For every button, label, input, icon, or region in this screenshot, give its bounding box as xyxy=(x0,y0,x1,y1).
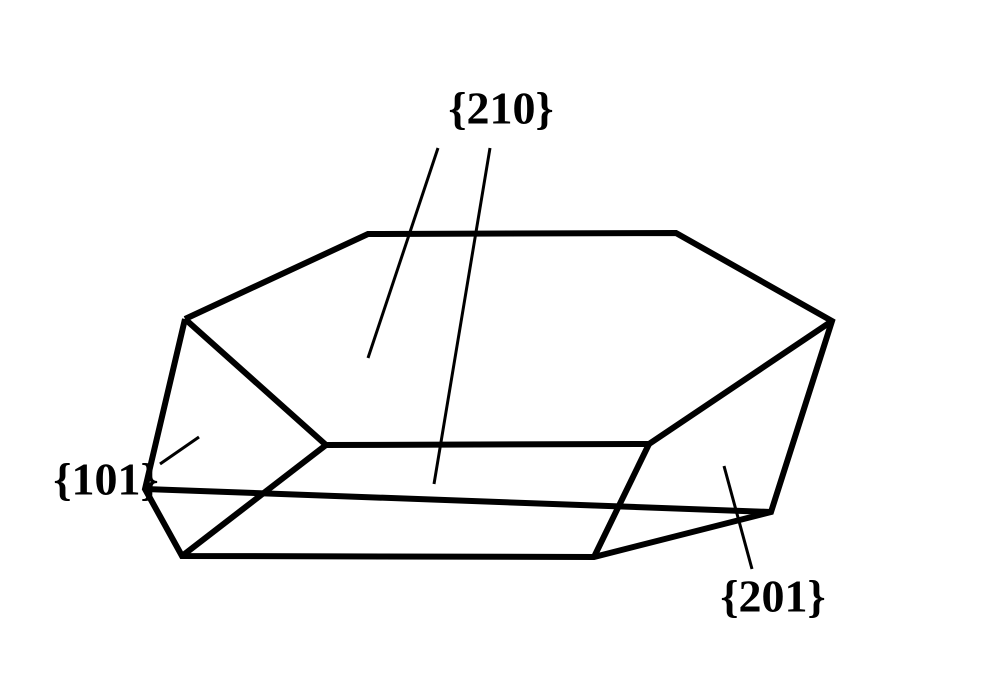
callout-line xyxy=(434,148,490,484)
crystal-edges xyxy=(145,233,832,557)
edge-path xyxy=(594,444,649,557)
callout-line xyxy=(160,437,199,464)
label-201: {201} xyxy=(720,571,825,622)
callout-line xyxy=(368,148,438,358)
crystal-diagram: {210} {101} {201} xyxy=(0,0,988,688)
edge-path xyxy=(185,319,832,445)
edge-path xyxy=(182,445,326,556)
label-210: {210} xyxy=(448,83,553,134)
label-101: {101} xyxy=(53,454,158,505)
face-labels: {210} {101} {201} xyxy=(53,83,825,622)
